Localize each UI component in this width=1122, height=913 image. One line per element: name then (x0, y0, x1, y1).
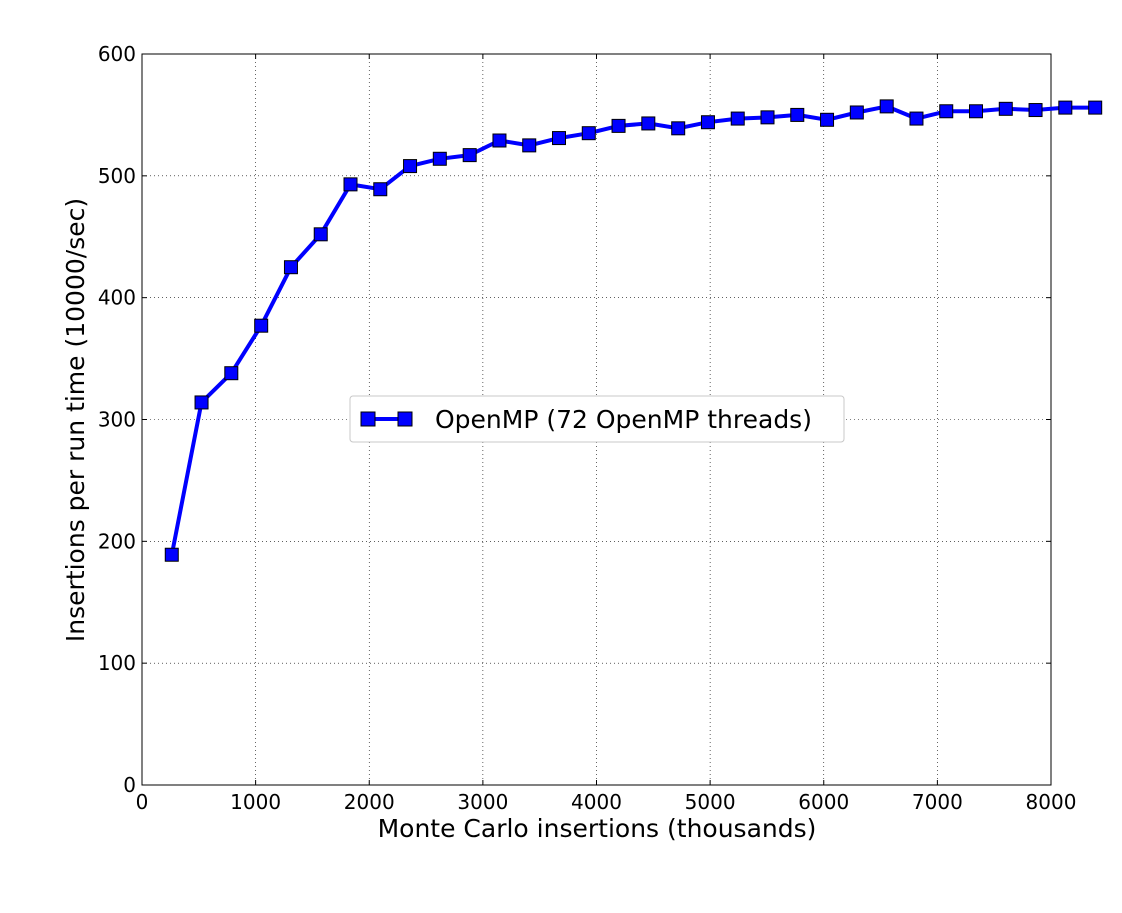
data-point (790, 107, 805, 122)
y-tick-label: 100 (98, 651, 136, 675)
data-point (969, 104, 984, 119)
data-point (998, 101, 1013, 116)
x-tick-label: 8000 (1026, 790, 1077, 814)
data-point (849, 105, 864, 120)
data-point (194, 395, 209, 410)
x-tick-label: 6000 (798, 790, 849, 814)
y-tick-label: 0 (123, 773, 136, 797)
y-tick-label: 500 (98, 164, 136, 188)
data-point (552, 131, 567, 146)
legend-marker-right (397, 411, 413, 427)
x-axis-title: Monte Carlo insertions (thousands) (378, 814, 817, 843)
x-tick-label: 0 (136, 790, 149, 814)
data-point (522, 138, 537, 153)
legend-box (349, 395, 845, 443)
legend-label: OpenMP (72 OpenMP threads) (435, 405, 812, 434)
data-point (254, 318, 269, 333)
y-tick-label: 300 (98, 408, 136, 432)
data-point (730, 111, 745, 126)
data-point (700, 115, 715, 130)
data-point (1058, 100, 1073, 115)
data-point (641, 116, 656, 131)
x-tick-label: 1000 (230, 790, 281, 814)
data-point (879, 99, 894, 114)
x-tick-label: 4000 (571, 790, 622, 814)
axis-ticks (141, 53, 1052, 786)
data-point (313, 227, 328, 242)
data-point (581, 126, 596, 141)
y-tick-label: 600 (98, 42, 136, 66)
data-point (164, 547, 179, 562)
tick-labels: 0 1000 2000 3000 4000 5000 6000 7000 8000 0 100 200… (98, 42, 1077, 814)
data-point (462, 148, 477, 163)
data-point (283, 260, 298, 275)
x-tick-label: 7000 (912, 790, 963, 814)
data-point (403, 159, 418, 174)
data-point (760, 110, 775, 125)
y-tick-label: 400 (98, 286, 136, 310)
data-point (224, 366, 239, 381)
data-point (1088, 100, 1103, 115)
x-tick-label: 3000 (457, 790, 508, 814)
data-point (671, 121, 686, 136)
x-tick-label: 5000 (685, 790, 736, 814)
data-point (1028, 103, 1043, 118)
data-point (432, 151, 447, 166)
data-point (343, 177, 358, 192)
data-point (373, 182, 388, 197)
y-tick-label: 200 (98, 529, 136, 553)
data-point (492, 133, 507, 148)
data-point (820, 112, 835, 127)
legend-marker-left (360, 411, 376, 427)
y-axis-title: Insertions per run time (10000/sec) (61, 198, 90, 642)
data-point (939, 104, 954, 119)
data-point (909, 111, 924, 126)
series-group (164, 99, 1103, 562)
data-point (611, 118, 626, 133)
x-tick-label: 2000 (344, 790, 395, 814)
legend: OpenMP (72 OpenMP threads) (349, 395, 845, 443)
